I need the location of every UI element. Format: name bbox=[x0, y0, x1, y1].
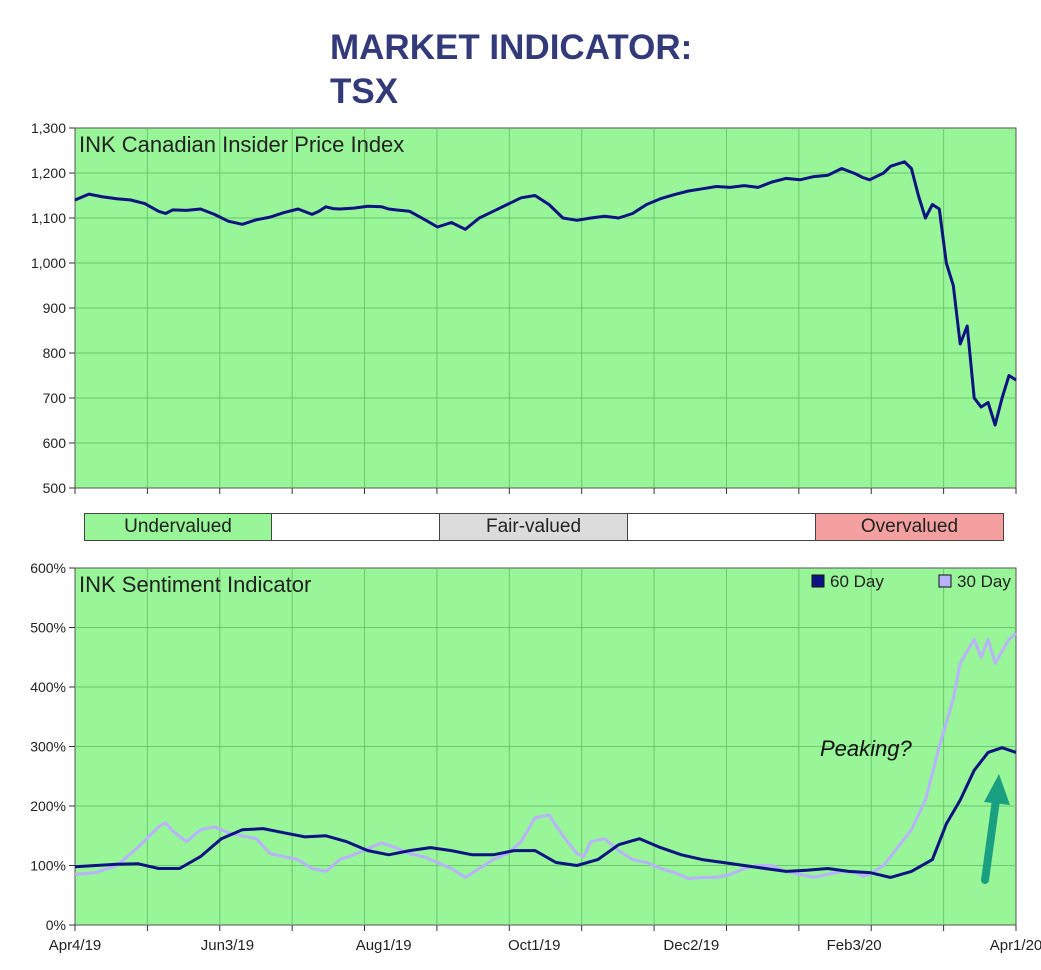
series-line-30-day bbox=[74, 632, 1017, 881]
x-tick-label: Apr1/20 bbox=[990, 937, 1041, 954]
y-tick-label: 500% bbox=[30, 620, 66, 636]
y-tick-label: 800 bbox=[43, 345, 67, 361]
price-index-chart: 1,300 1,200 1,100 1,000 900 800 700 600 500 INK C… bbox=[31, 120, 1017, 496]
annotation-peaking: Peaking? bbox=[820, 736, 913, 761]
y-tick-label: 600% bbox=[30, 560, 66, 576]
overvalued-band: Overvalued bbox=[816, 513, 1004, 541]
y-tick-label: 700 bbox=[43, 390, 67, 406]
x-tick-label: Aug1/19 bbox=[356, 937, 412, 954]
legend-label-30-day: 30 Day bbox=[957, 572, 1011, 591]
title-line-1: MARKET INDICATOR: bbox=[330, 28, 693, 67]
sentiment-chart: 600% 500% 400% 300% 200% 100% 0% INK Sentiment … bbox=[30, 560, 1041, 954]
y-tick-label: 0% bbox=[46, 917, 66, 933]
x-tick-label: Oct1/19 bbox=[508, 937, 561, 954]
y-tick-label: 900 bbox=[43, 300, 67, 316]
y-tick-label: 500 bbox=[43, 480, 67, 496]
y-tick-label: 1,100 bbox=[31, 210, 66, 226]
x-tick-label: Jun3/19 bbox=[201, 937, 254, 954]
series-line-index bbox=[74, 160, 1017, 427]
title-line-2: TSX bbox=[330, 72, 399, 111]
y-tick-label: 400% bbox=[30, 679, 66, 695]
fairvalued-band: Fair-valued bbox=[440, 513, 628, 541]
chart-title: INK Canadian Insider Price Index bbox=[79, 132, 404, 157]
x-tick-label: Apr4/19 bbox=[49, 937, 102, 954]
legend-swatch-30-day bbox=[938, 574, 952, 588]
annotation-arrow-shaft bbox=[981, 796, 1000, 884]
blank-band-2 bbox=[628, 513, 816, 541]
undervalued-band: Undervalued bbox=[84, 513, 272, 541]
chart-title: INK Sentiment Indicator bbox=[79, 572, 311, 597]
series-line-60-day bbox=[74, 746, 1017, 879]
blank-band-1 bbox=[272, 513, 440, 541]
y-tick-label: 100% bbox=[30, 858, 66, 874]
y-tick-label: 1,200 bbox=[31, 165, 66, 181]
annotation-arrow-head bbox=[984, 774, 1010, 805]
legend-label-60-day: 60 Day bbox=[830, 572, 884, 591]
y-tick-label: 1,300 bbox=[31, 120, 66, 136]
y-tick-label: 1,000 bbox=[31, 255, 66, 271]
y-tick-label: 200% bbox=[30, 798, 66, 814]
x-tick-label: Feb3/20 bbox=[827, 937, 882, 954]
y-tick-label: 600 bbox=[43, 435, 67, 451]
page-title: MARKET INDICATOR: TSX bbox=[330, 26, 692, 114]
y-tick-label: 300% bbox=[30, 739, 66, 755]
legend-swatch-60-day bbox=[811, 574, 825, 588]
x-tick-label: Dec2/19 bbox=[663, 937, 719, 954]
